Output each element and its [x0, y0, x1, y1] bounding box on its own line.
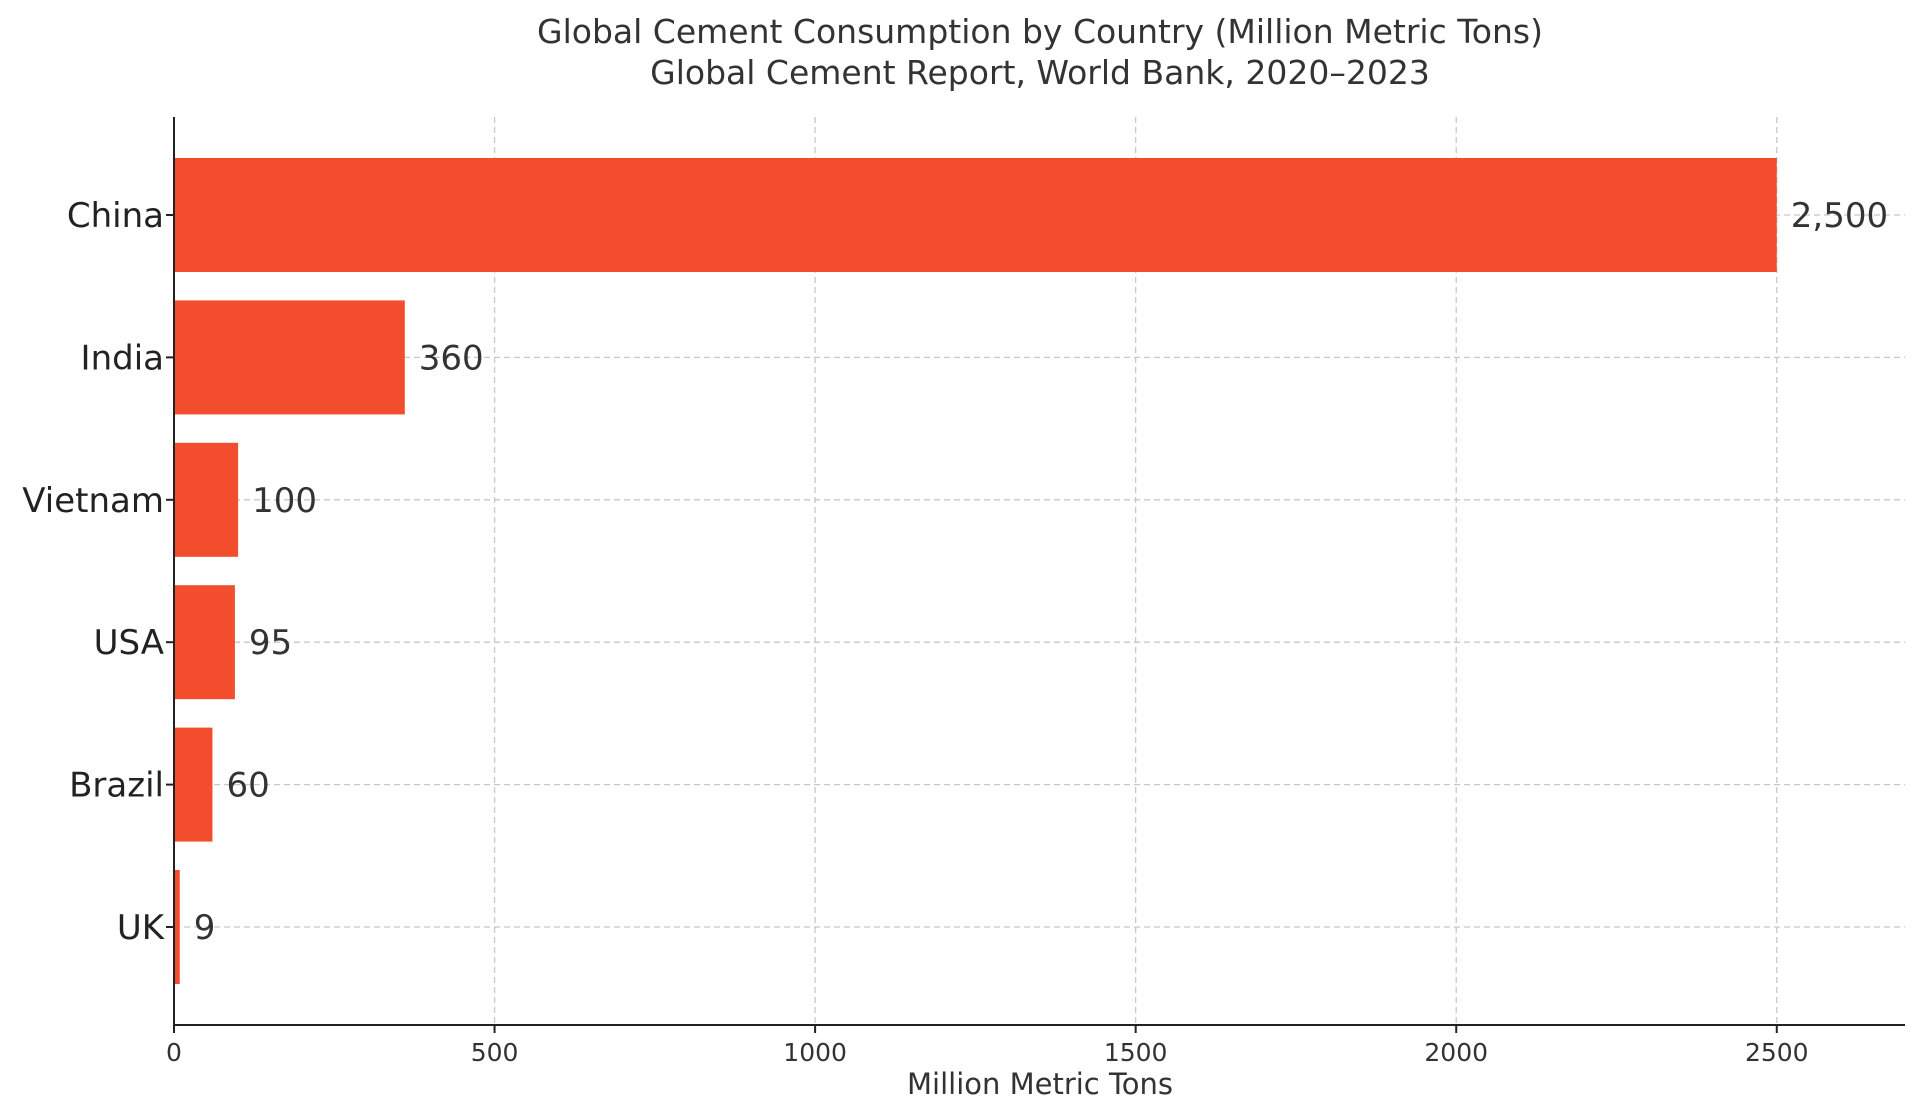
x-tick-label: 2000: [1424, 1038, 1488, 1067]
x-tick-label: 0: [166, 1038, 182, 1067]
bar-vietnam: [174, 442, 239, 557]
bar-uk: [174, 870, 180, 984]
y-tick-label-uk: UK: [117, 908, 166, 948]
data-label-brazil: 60: [226, 766, 269, 806]
x-tick-label: 2500: [1745, 1038, 1809, 1067]
bar-usa: [174, 585, 235, 700]
chart-subtitle: Global Cement Report, World Bank, 2020–2…: [650, 53, 1430, 92]
x-tick-label: 1000: [783, 1038, 847, 1067]
x-tick-label: 500: [471, 1038, 519, 1067]
bar-china: [174, 158, 1777, 272]
y-tick-label-china: China: [67, 196, 164, 236]
y-axis-ticks: China India Vietnam USA Brazil UK: [22, 196, 174, 948]
x-axis-ticks: 0 500 1000 1500 2000 2500: [166, 1025, 1809, 1067]
data-label-india: 360: [419, 338, 484, 378]
data-labels: 2,500 360 100 95 60 9: [194, 196, 1888, 948]
x-tick-label: 1500: [1104, 1038, 1168, 1067]
bar-brazil: [174, 727, 213, 842]
bar-india: [174, 300, 405, 415]
bars: [174, 158, 1777, 984]
data-label-usa: 95: [249, 623, 292, 663]
x-axis-label: Million Metric Tons: [907, 1067, 1173, 1101]
data-label-vietnam: 100: [252, 481, 317, 521]
data-label-uk: 9: [194, 908, 216, 948]
axes: [173, 117, 1905, 1026]
y-tick-label-vietnam: Vietnam: [22, 481, 164, 521]
y-tick-label-usa: USA: [94, 623, 164, 663]
chart-title: Global Cement Consumption by Country (Mi…: [537, 12, 1543, 51]
y-tick-label-brazil: Brazil: [69, 766, 164, 806]
y-tick-label-india: India: [81, 338, 164, 378]
data-label-china: 2,500: [1791, 196, 1888, 236]
